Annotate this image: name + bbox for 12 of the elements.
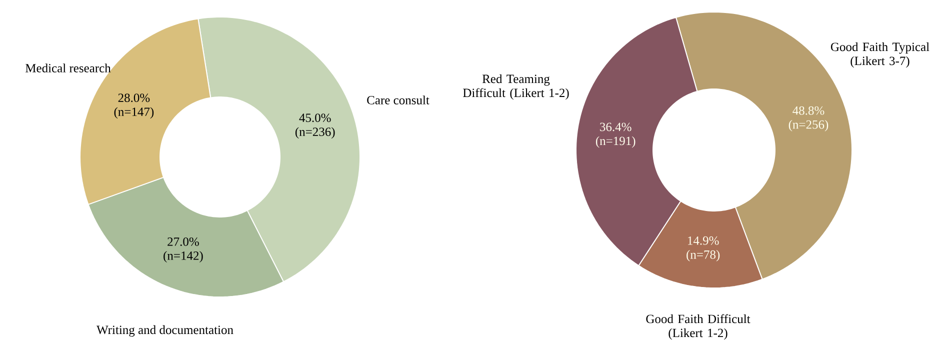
slice-label: Medical research [26, 64, 111, 72]
slice-label: Care consult [367, 96, 430, 104]
data-label: 14.9% (n=78) [686, 236, 720, 262]
slice-label: Red Teaming Difficult (Likert 1-2) [463, 74, 569, 100]
data-label: 28.0% (n=147) [114, 94, 154, 119]
slice-label: Writing and documentation [96, 325, 234, 337]
slice-label: Good Faith Typical (Likert 3-7) [830, 42, 930, 68]
data-label: 36.4% (n=191) [596, 122, 636, 148]
data-label: 27.0% (n=142) [164, 237, 203, 262]
slice-label: Good Faith Difficult (Likert 1-2) [646, 314, 750, 340]
data-label: 48.8% (n=256) [788, 106, 828, 132]
data-label: 45.0% (n=236) [295, 114, 335, 139]
